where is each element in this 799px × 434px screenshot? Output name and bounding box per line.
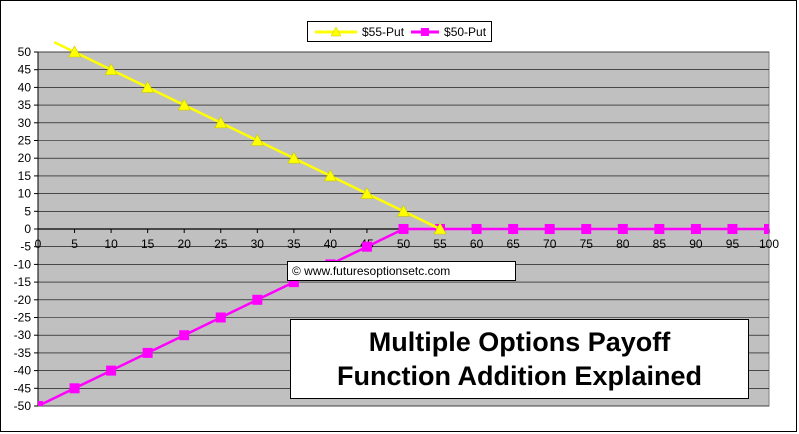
data-point-50-put [654,224,665,234]
data-point-55-put [68,45,82,58]
x-tick-label: 20 [178,237,192,251]
data-point-55-put [104,63,118,75]
x-tick-label: 5 [71,237,78,251]
x-tick-label: 85 [653,237,667,251]
data-point-50-put [215,312,226,323]
data-point-55-put [360,186,374,199]
y-tick-label: 15 [18,169,32,183]
data-point-50-put [398,224,409,234]
legend-marker-square-icon [411,27,440,36]
x-tick-label: 95 [726,237,740,251]
x-tick-label: 25 [214,237,228,251]
data-point-50-put [69,383,80,394]
series-line-55-put [53,40,441,231]
x-tick-label: 35 [287,237,301,251]
data-point-50-put [727,224,738,234]
x-tick-label: 50 [397,237,411,251]
data-point-55-put [396,204,411,217]
data-point-50-put [142,347,153,358]
legend-label: $50-Put [444,24,487,39]
y-tick-label: 10 [18,187,32,201]
legend-label: $55-Put [362,24,405,39]
data-point-50-put [179,330,190,341]
data-point-50-put [252,294,263,305]
x-tick-label: 70 [543,237,557,251]
legend-marker-triangle-icon [315,25,357,36]
y-tick-label: 20 [18,151,32,165]
y-tick-label: -15 [14,275,32,289]
data-point-50-put [471,224,482,234]
data-point-50-put [690,224,701,234]
y-tick-label: -25 [14,311,32,325]
y-tick-label: -35 [14,346,32,360]
x-tick-label: 55 [433,237,447,251]
data-point-55-put [141,80,155,93]
y-tick-label: -50 [14,399,32,413]
x-tick-label: 30 [251,237,265,251]
annotation-title-line-1: Multiple Options Payoff [368,327,671,357]
x-tick-label: 40 [324,237,338,251]
data-point-55-put [287,151,301,164]
y-tick-label: 30 [18,116,32,130]
x-tick-label: 80 [616,237,630,251]
chart-legend: $55-Put $50-Put [307,21,492,42]
data-point-55-put [323,169,337,182]
x-tick-label: 90 [689,237,703,251]
data-point-55-put [250,133,264,146]
data-point-50-put [38,401,43,406]
x-tick-label: 10 [104,237,118,251]
y-tick-label: 50 [18,45,32,59]
annotation-title-box: Multiple Options Payoff Function Additio… [290,319,749,399]
data-point-50-put [544,224,555,234]
y-tick-label: 35 [18,98,32,112]
x-tick-label: 100 [759,237,779,251]
data-point-55-put [433,222,447,235]
x-tick-label: 60 [470,237,484,251]
y-tick-label: 25 [18,134,32,148]
x-tick-label: 75 [580,237,594,251]
legend-item-55-put: $55-Put [313,25,404,39]
data-point-55-put [177,98,191,111]
data-point-50-put [288,277,299,288]
data-point-50-put [581,224,592,234]
watermark: © www.futuresoptionsetc.com [287,261,516,281]
y-tick-label: -20 [14,293,32,307]
data-point-50-put [764,224,769,234]
y-tick-label: -30 [14,328,32,342]
y-tick-label: 0 [24,222,31,236]
y-tick-label: 5 [24,204,31,218]
legend-item-50-put: $50-Put [409,25,486,39]
x-tick-label: 15 [141,237,155,251]
y-tick-label: -45 [14,381,32,395]
y-tick-label: -5 [20,240,31,254]
annotation-title-line-2: Function Addition Explained [337,361,702,391]
data-point-50-put [361,241,372,252]
data-point-50-put [106,365,117,376]
data-point-50-put [508,224,519,234]
data-point-55-put [214,116,228,129]
y-tick-label: 45 [18,63,32,77]
y-tick-label: -40 [14,364,32,378]
data-point-50-put [617,224,628,234]
x-tick-label: 65 [506,237,520,251]
y-tick-label: -10 [14,257,32,271]
x-tick-label: 0 [35,237,42,251]
y-tick-label: 40 [18,80,32,94]
